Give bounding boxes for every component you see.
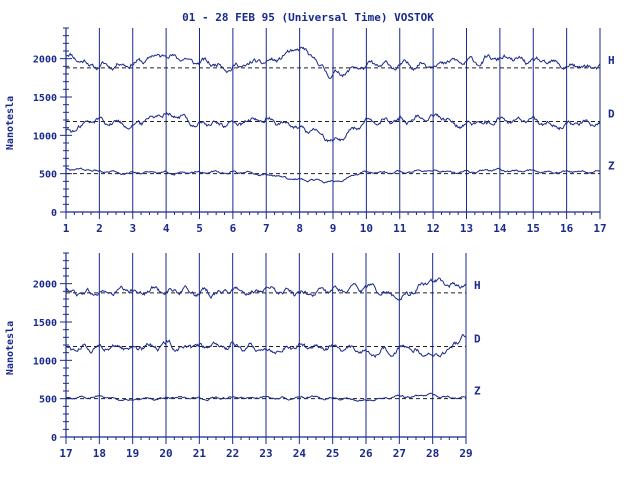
chart-panel-bottom: 0 500 1000 1500 2000 17 18 19 20 21 22 23 24 25 26 27 28… bbox=[33, 252, 481, 460]
x-tick-label: 3 bbox=[129, 222, 136, 235]
x-tick-label: 10 bbox=[360, 222, 373, 235]
x-tick-label: 2 bbox=[96, 222, 103, 235]
x-tick-label: 12 bbox=[427, 222, 440, 235]
x-tick-label: 22 bbox=[226, 447, 239, 460]
x-tick-label: 4 bbox=[163, 222, 170, 235]
series-label-d: D bbox=[474, 333, 481, 346]
y-axis-label-top: Nanotesla bbox=[5, 96, 16, 150]
x-tick-label: 21 bbox=[193, 447, 207, 460]
trace-z bbox=[65, 167, 601, 184]
trace-z bbox=[65, 392, 467, 402]
series-label-z: Z bbox=[474, 385, 481, 398]
y-tick-label: 2000 bbox=[33, 280, 57, 291]
series-label-d: D bbox=[608, 108, 615, 121]
chart-title: 01 - 28 FEB 95 (Universal Time) VOSTOK bbox=[182, 11, 434, 24]
x-tick-label: 28 bbox=[426, 447, 439, 460]
y-tick-label: 1500 bbox=[33, 318, 57, 329]
x-tick-label: 16 bbox=[560, 222, 574, 235]
x-tick-label: 17 bbox=[59, 447, 72, 460]
series-label-h: H bbox=[474, 279, 481, 292]
x-tick-label: 29 bbox=[459, 447, 472, 460]
x-tick-label: 25 bbox=[326, 447, 339, 460]
x-tick-label: 7 bbox=[263, 222, 270, 235]
x-tick-label: 14 bbox=[493, 222, 507, 235]
y-tick-label: 0 bbox=[51, 433, 57, 444]
x-tick-label: 17 bbox=[593, 222, 606, 235]
y-tick-label: 1000 bbox=[33, 131, 57, 142]
x-tick-label: 6 bbox=[230, 222, 237, 235]
trace-d bbox=[65, 112, 601, 143]
y-tick-label: 1500 bbox=[33, 93, 57, 104]
trace-d bbox=[65, 333, 467, 359]
x-tick-label: 5 bbox=[196, 222, 203, 235]
y-tick-label: 0 bbox=[51, 208, 57, 219]
x-tick-label: 24 bbox=[293, 447, 307, 460]
x-tick-label: 9 bbox=[330, 222, 337, 235]
y-tick-label: 500 bbox=[39, 395, 57, 406]
trace-h bbox=[66, 46, 601, 80]
x-tick-label: 18 bbox=[93, 447, 106, 460]
trace-h bbox=[65, 277, 467, 301]
x-tick-label: 11 bbox=[393, 222, 407, 235]
x-tick-label: 26 bbox=[359, 447, 373, 460]
x-tick-label: 13 bbox=[460, 222, 473, 235]
x-tick-label: 1 bbox=[63, 222, 70, 235]
y-tick-label: 2000 bbox=[33, 55, 57, 66]
y-tick-label: 1000 bbox=[33, 356, 57, 367]
series-label-h: H bbox=[608, 54, 615, 67]
x-tick-label: 15 bbox=[527, 222, 540, 235]
y-axis-label-bottom: Nanotesla bbox=[5, 321, 16, 375]
x-tick-label: 27 bbox=[393, 447, 406, 460]
x-tick-label: 19 bbox=[126, 447, 139, 460]
x-tick-label: 8 bbox=[296, 222, 303, 235]
series-label-z: Z bbox=[608, 160, 615, 173]
x-tick-label: 23 bbox=[259, 447, 272, 460]
y-tick-label: 500 bbox=[39, 170, 57, 181]
x-tick-label: 20 bbox=[159, 447, 172, 460]
